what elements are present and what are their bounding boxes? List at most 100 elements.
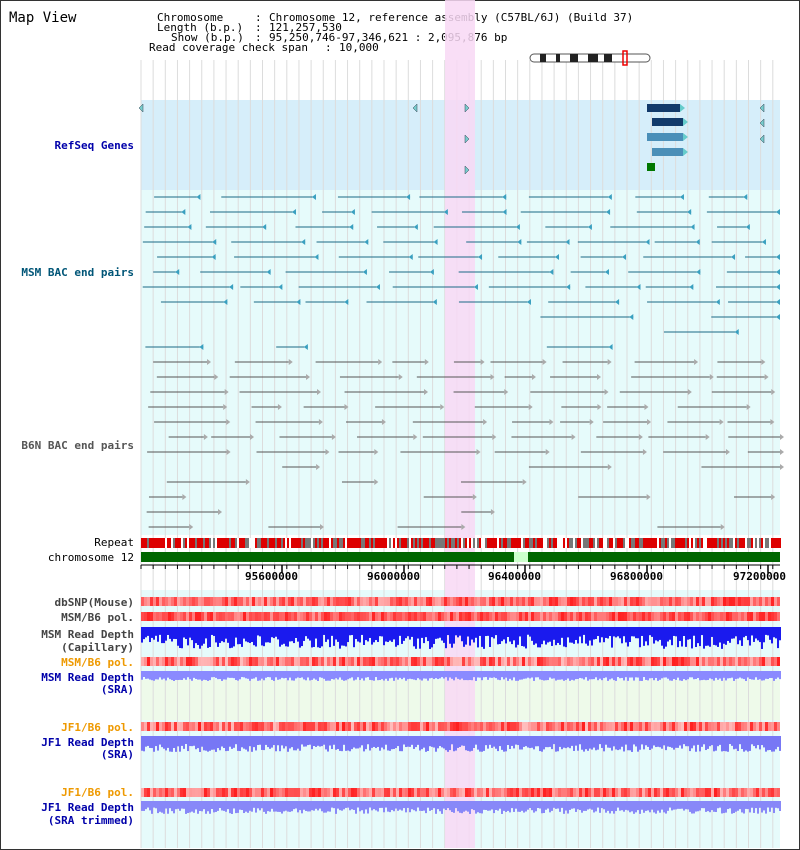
repeat-segment <box>143 538 145 548</box>
read-depth-bar <box>277 671 279 680</box>
read-depth-bar <box>395 671 397 678</box>
snp-density-cell <box>654 722 657 731</box>
read-depth-bar <box>299 671 301 678</box>
read-depth-bar <box>501 671 503 678</box>
snp-density-cell <box>204 612 207 621</box>
snp-density-cell <box>186 597 189 606</box>
snp-density-cell <box>159 612 162 621</box>
repeat-segment <box>673 538 675 548</box>
bac-end-marker <box>771 494 776 500</box>
read-depth-bar <box>755 671 757 678</box>
msm-depth-capillary-sub: (Capillary) <box>61 641 134 654</box>
read-depth-bar <box>347 627 349 643</box>
read-depth-bar <box>405 736 407 748</box>
read-depth-bar <box>475 801 477 814</box>
read-depth-bar <box>163 627 165 644</box>
snp-density-cell <box>249 597 252 606</box>
read-depth-bar <box>531 627 533 641</box>
snp-density-cell <box>657 722 660 731</box>
read-depth-bar <box>445 736 447 751</box>
snp-density-cell <box>351 597 354 606</box>
snp-density-cell <box>303 657 306 666</box>
snp-density-cell <box>294 612 297 621</box>
read-depth-bar <box>181 671 183 681</box>
read-depth-bar <box>475 627 477 638</box>
read-depth-bar <box>307 671 309 678</box>
snp-density-cell <box>303 788 306 797</box>
snp-density-cell <box>231 612 234 621</box>
read-depth-bar <box>179 736 181 752</box>
snp-density-cell <box>645 612 648 621</box>
repeat-segment <box>379 538 381 548</box>
snp-density-cell <box>726 612 729 621</box>
read-depth-bar <box>195 671 197 679</box>
read-depth-bar <box>157 801 159 814</box>
read-depth-bar <box>235 801 237 814</box>
repeat-segment <box>687 538 689 548</box>
snp-density-cell <box>513 612 516 621</box>
read-depth-bar <box>381 627 383 637</box>
read-depth-bar <box>303 627 305 641</box>
snp-density-cell <box>567 597 570 606</box>
bac-end-marker <box>566 284 571 290</box>
read-depth-bar <box>607 627 609 639</box>
bac-end-marker <box>349 224 354 230</box>
repeat-segment <box>533 538 535 548</box>
repeat-segment <box>521 538 523 548</box>
read-depth-bar <box>631 801 633 812</box>
repeat-segment <box>717 538 719 548</box>
read-depth-bar <box>767 627 769 636</box>
read-depth-bar <box>681 801 683 809</box>
snp-density-cell <box>162 657 165 666</box>
snp-density-cell <box>699 788 702 797</box>
read-depth-bar <box>571 627 573 643</box>
repeat-segment <box>217 538 219 548</box>
read-depth-bar <box>683 801 685 811</box>
snp-density-cell <box>735 597 738 606</box>
read-depth-bar <box>383 801 385 813</box>
b6n-bac-label: B6N BAC end pairs <box>21 439 134 452</box>
snp-density-cell <box>336 788 339 797</box>
read-depth-bar <box>705 736 707 751</box>
read-depth-bar <box>411 627 413 637</box>
read-depth-bar <box>177 627 179 646</box>
ruler-tick-label: 95600000 <box>245 570 298 583</box>
read-depth-bar <box>169 671 171 680</box>
repeat-segment <box>709 538 711 548</box>
read-depth-bar <box>603 671 605 679</box>
repeat-segment <box>175 538 177 548</box>
repeat-segment <box>429 538 431 548</box>
read-depth-bar <box>423 801 425 811</box>
snp-density-cell <box>579 657 582 666</box>
read-depth-bar <box>145 671 147 679</box>
snp-density-cell <box>354 612 357 621</box>
read-depth-bar <box>235 627 237 638</box>
snp-density-cell <box>723 597 726 606</box>
header-length-key: Length (b.p.) <box>157 21 244 34</box>
snp-density-cell <box>738 788 741 797</box>
repeat-segment <box>239 538 241 548</box>
read-depth-bar <box>227 627 229 643</box>
snp-density-cell <box>672 657 675 666</box>
snp-density-cell <box>768 657 771 666</box>
read-depth-bar <box>169 801 171 809</box>
read-depth-bar <box>565 627 567 648</box>
repeat-segment <box>613 538 615 548</box>
read-depth-bar <box>741 801 743 813</box>
read-depth-bar <box>599 736 601 745</box>
bac-end-marker <box>362 269 367 275</box>
read-depth-bar <box>165 801 167 809</box>
read-depth-bar <box>677 671 679 678</box>
read-depth-bar <box>307 627 309 639</box>
snp-density-cell <box>324 722 327 731</box>
read-depth-bar <box>515 736 517 745</box>
read-depth-bar <box>261 627 263 646</box>
read-depth-bar <box>233 736 235 748</box>
read-depth-bar <box>625 801 627 810</box>
snp-density-cell <box>663 788 666 797</box>
snp-density-cell <box>486 722 489 731</box>
repeat-segment <box>537 538 539 548</box>
read-depth-bar <box>695 671 697 679</box>
snp-density-cell <box>552 722 555 731</box>
